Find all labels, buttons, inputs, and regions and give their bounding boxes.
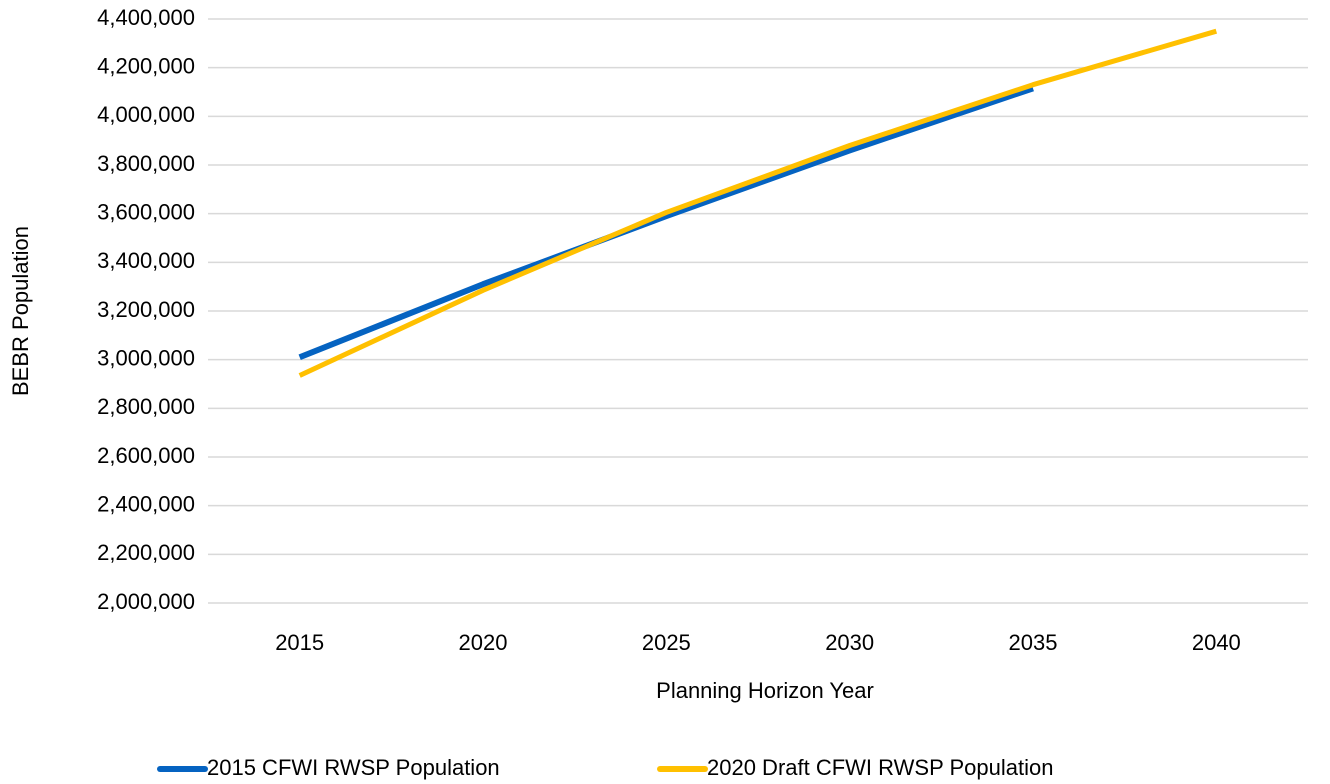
series-line bbox=[298, 28, 1218, 378]
x-tick-label: 2015 bbox=[275, 630, 324, 655]
y-tick-label: 2,600,000 bbox=[97, 443, 195, 468]
x-tick-label: 2020 bbox=[459, 630, 508, 655]
x-tick-label: 2035 bbox=[1009, 630, 1058, 655]
y-tick-label: 2,400,000 bbox=[97, 491, 195, 516]
series-line bbox=[298, 85, 1034, 361]
x-tick-label: 2040 bbox=[1192, 630, 1241, 655]
x-tick-label: 2025 bbox=[642, 630, 691, 655]
legend-label: 2015 CFWI RWSP Population bbox=[207, 755, 500, 780]
y-tick-label: 4,200,000 bbox=[97, 53, 195, 78]
y-tick-label: 3,600,000 bbox=[97, 199, 195, 224]
y-tick-label: 3,200,000 bbox=[97, 297, 195, 322]
y-tick-label: 2,200,000 bbox=[97, 540, 195, 565]
y-tick-label: 4,400,000 bbox=[97, 5, 195, 30]
x-tick-label: 2030 bbox=[825, 630, 874, 655]
y-tick-label: 3,800,000 bbox=[97, 151, 195, 176]
y-tick-label: 4,000,000 bbox=[97, 102, 195, 127]
x-axis-title: Planning Horizon Year bbox=[656, 678, 874, 703]
y-axis-title: BEBR Population bbox=[8, 226, 33, 396]
legend-label: 2020 Draft CFWI RWSP Population bbox=[707, 755, 1053, 780]
y-tick-label: 3,400,000 bbox=[97, 248, 195, 273]
y-tick-label: 2,800,000 bbox=[97, 394, 195, 419]
y-tick-label: 3,000,000 bbox=[97, 345, 195, 370]
y-tick-label: 2,000,000 bbox=[97, 589, 195, 614]
